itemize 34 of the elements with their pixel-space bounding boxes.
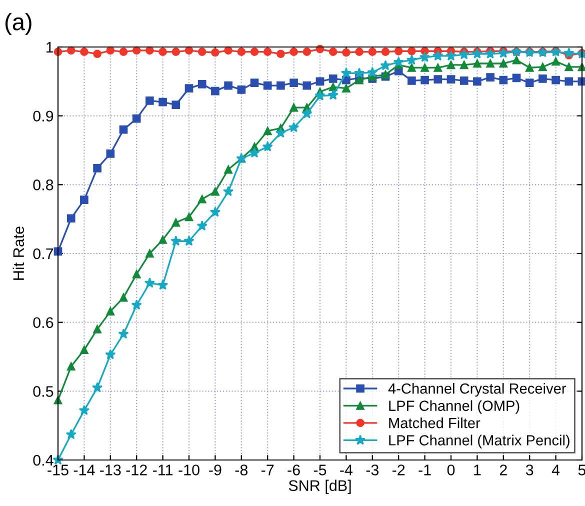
x-tick-label: -11 [153,464,173,476]
x-tick-label: 2 [500,464,507,476]
y-tick-label: 0.4 [33,454,54,466]
x-tick-label: -6 [288,464,300,476]
x-tick-label: -9 [209,464,222,476]
x-tick-label: -4 [340,464,353,476]
x-tick-label: -3 [366,464,379,476]
x-tick-label: -15 [48,464,68,476]
x-axis-title: SNR [dB] [288,480,351,494]
x-tick-label: 1 [474,464,481,476]
x-tick-label: -12 [126,464,147,476]
x-tick-label: -2 [392,464,405,476]
y-tick-label: 0.6 [33,317,54,328]
x-tick-label: 4 [552,464,560,476]
chart-title: (a) [5,12,32,35]
legend-label: Matched Filter [389,418,480,428]
y-tick-label: 0.9 [33,110,54,122]
legend-label: LPF Channel (OMP) [389,400,520,414]
legend-label: LPF Channel (Matrix Pencil) [389,434,570,448]
x-tick-label: -13 [100,464,121,476]
y-tick-label: 1 [46,42,54,53]
x-tick-label: -7 [261,464,274,476]
legend-label: 4-Channel Crystal Receiver [388,383,566,397]
y-axis-title: Hit Rate [12,226,24,280]
x-tick-label: -8 [235,464,248,476]
y-tick-label: 0.7 [33,248,54,260]
x-tick-label: 3 [526,464,534,476]
y-tick-label: 0.5 [33,386,54,397]
y-tick-label: 0.8 [33,180,54,190]
x-tick-label: -10 [178,464,200,476]
x-tick-label: 0 [447,464,455,476]
x-tick-label: -1 [418,464,431,476]
x-tick-label: -14 [74,464,95,476]
x-tick-label: -5 [314,464,326,476]
